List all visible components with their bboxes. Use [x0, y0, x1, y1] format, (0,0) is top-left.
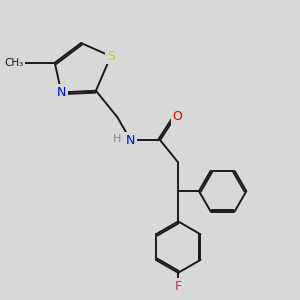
Text: S: S	[107, 50, 115, 63]
Text: CH₃: CH₃	[4, 58, 23, 68]
Text: O: O	[172, 110, 182, 123]
Text: N: N	[57, 86, 66, 99]
Text: N: N	[126, 134, 135, 147]
Text: F: F	[175, 280, 182, 293]
Text: H: H	[112, 134, 121, 145]
